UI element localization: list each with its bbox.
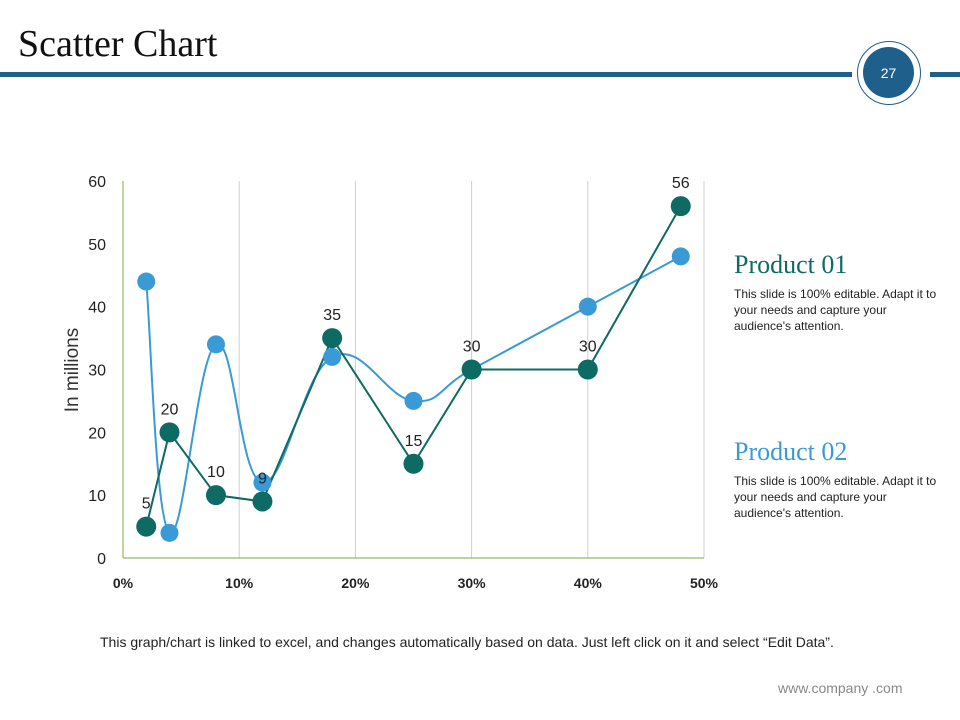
point-product-01 (403, 453, 424, 474)
point-product-01 (205, 485, 226, 506)
x-tick-label: 20% (341, 575, 370, 591)
y-tick-label: 40 (88, 300, 106, 317)
series-line-product-01 (145, 205, 682, 527)
data-label-product-01: 5 (142, 496, 151, 513)
data-label-product-01: 20 (161, 401, 179, 418)
x-tick-label: 10% (225, 575, 254, 591)
chart-axes: 0 10 20 30 40 50 60 0% 10% 20% 30% 40% 50% (88, 174, 718, 591)
legend-desc-product-01: This slide is 100% editable. Adapt it to… (734, 287, 937, 333)
point-product-01 (322, 328, 343, 349)
point-product-02 (404, 391, 423, 410)
data-label-product-01: 56 (672, 175, 690, 192)
legend-product-01: Product 01 This slide is 100% editable. … (734, 250, 944, 334)
legend-title-product-01: Product 01 (734, 250, 848, 279)
y-axis-label: In millions (62, 328, 83, 412)
website-url: www.company .com (778, 680, 903, 696)
page-number: 27 (863, 47, 914, 98)
legend-desc-product-02: This slide is 100% editable. Adapt it to… (734, 474, 937, 520)
x-tick-label: 50% (690, 575, 719, 591)
y-tick-label: 10 (88, 488, 106, 505)
page-number-badge: 27 (857, 41, 921, 105)
point-product-02 (323, 347, 342, 366)
y-tick-label: 20 (88, 425, 106, 442)
y-tick-label: 60 (88, 174, 106, 191)
point-product-01 (159, 422, 180, 443)
x-tick-label: 40% (574, 575, 603, 591)
point-product-01 (577, 359, 598, 380)
point-product-01 (136, 516, 157, 537)
x-tick-label: 30% (458, 575, 487, 591)
data-label-product-01: 30 (463, 339, 481, 356)
legend-title-product-02: Product 02 (734, 437, 848, 466)
point-product-02 (253, 473, 272, 492)
data-label-product-01: 9 (258, 470, 267, 487)
point-product-01 (670, 196, 691, 217)
legend-product-02: Product 02 This slide is 100% editable. … (734, 437, 944, 521)
data-label-product-01: 10 (207, 464, 225, 481)
chart-series: 5 20 10 9 35 15 30 30 56 (136, 175, 691, 542)
point-product-01 (461, 359, 482, 380)
point-product-02 (206, 335, 225, 354)
header-rule-right (930, 72, 960, 77)
data-label-product-01: 30 (579, 339, 597, 356)
data-label-product-01: 35 (323, 307, 341, 324)
header-rule-left (0, 72, 852, 77)
point-product-02 (137, 272, 156, 291)
point-product-02 (160, 523, 179, 542)
chart-footnote: This graph/chart is linked to excel, and… (100, 634, 834, 650)
slide-title: Scatter Chart (18, 23, 218, 65)
point-product-02 (671, 247, 690, 266)
point-product-01 (252, 491, 273, 512)
data-label-product-01: 15 (405, 433, 423, 450)
y-tick-label: 30 (88, 363, 106, 380)
point-product-02 (578, 297, 597, 316)
x-tick-label: 0% (113, 575, 134, 591)
y-tick-label: 50 (88, 237, 106, 254)
y-tick-label: 0 (97, 551, 106, 568)
